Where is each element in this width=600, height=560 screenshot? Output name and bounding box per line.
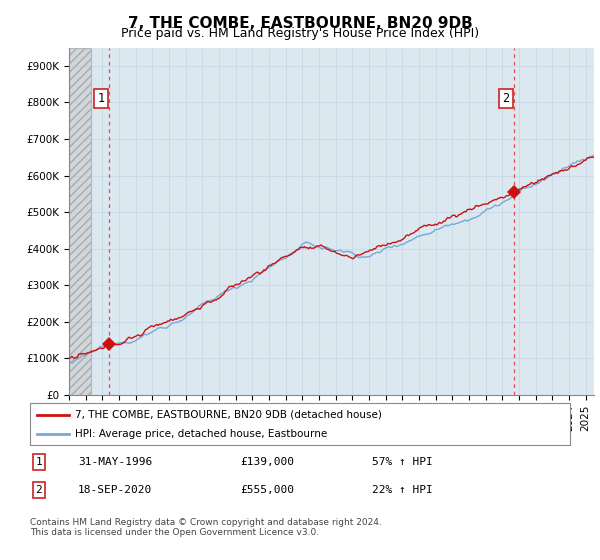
Text: £139,000: £139,000: [240, 457, 294, 467]
Text: 22% ↑ HPI: 22% ↑ HPI: [372, 485, 433, 495]
Text: Contains HM Land Registry data © Crown copyright and database right 2024.
This d: Contains HM Land Registry data © Crown c…: [30, 518, 382, 538]
Text: 1: 1: [97, 92, 104, 105]
Text: 2: 2: [502, 92, 509, 105]
Bar: [69, 48, 91, 395]
Text: 18-SEP-2020: 18-SEP-2020: [78, 485, 152, 495]
Bar: [69, 48, 91, 395]
Text: 2: 2: [35, 485, 43, 495]
Text: 31-MAY-1996: 31-MAY-1996: [78, 457, 152, 467]
Text: 7, THE COMBE, EASTBOURNE, BN20 9DB: 7, THE COMBE, EASTBOURNE, BN20 9DB: [128, 16, 472, 31]
Text: 57% ↑ HPI: 57% ↑ HPI: [372, 457, 433, 467]
Text: Price paid vs. HM Land Registry's House Price Index (HPI): Price paid vs. HM Land Registry's House …: [121, 27, 479, 40]
Text: 7, THE COMBE, EASTBOURNE, BN20 9DB (detached house): 7, THE COMBE, EASTBOURNE, BN20 9DB (deta…: [75, 409, 382, 419]
Text: £555,000: £555,000: [240, 485, 294, 495]
Text: 1: 1: [35, 457, 43, 467]
Text: HPI: Average price, detached house, Eastbourne: HPI: Average price, detached house, East…: [75, 429, 327, 439]
